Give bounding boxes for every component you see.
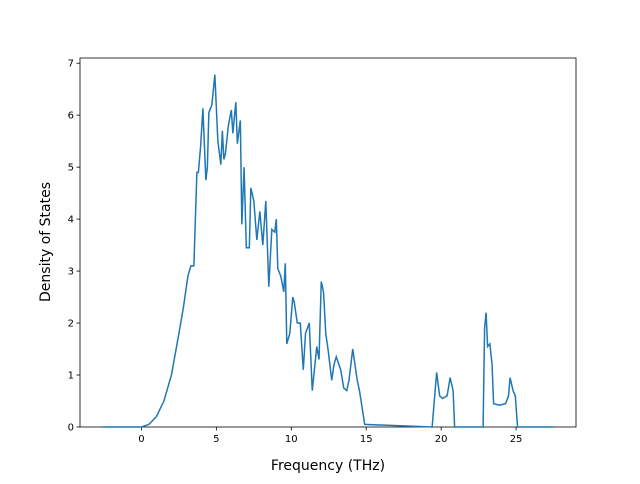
x-tick-label: 5 (213, 434, 219, 445)
y-tick-label: 2 (68, 319, 74, 330)
y-tick-label: 7 (68, 59, 74, 70)
x-tick-label: 15 (360, 434, 373, 445)
y-tick-label: 1 (68, 371, 74, 382)
plot-frame (79, 57, 577, 428)
y-tick-label: 5 (68, 163, 74, 174)
line (102, 74, 554, 428)
y-axis-label: Density of States (38, 182, 54, 302)
y-tick-label: 3 (68, 267, 74, 278)
y-tick-label: 4 (68, 215, 74, 226)
y-tick-label: 0 (68, 423, 74, 434)
x-tick-label: 10 (285, 434, 298, 445)
y-tick-label: 6 (68, 111, 74, 122)
x-tick-label: 20 (435, 434, 448, 445)
x-tick-label: 0 (138, 434, 144, 445)
x-axis-label: Frequency (THz) (271, 458, 385, 474)
x-tick-label: 25 (510, 434, 523, 445)
